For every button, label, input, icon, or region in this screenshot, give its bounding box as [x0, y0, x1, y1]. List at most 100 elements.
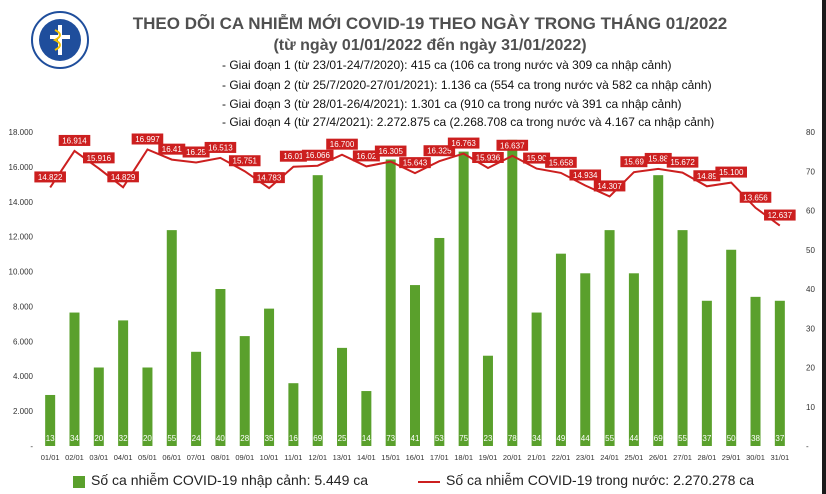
line-value-label: 16.700	[326, 138, 358, 150]
bar	[93, 367, 104, 446]
line-value-label-text: 15.936	[476, 154, 501, 163]
legend: Số ca nhiễm COVID-19 nhập cảnh: 5.449 ca…	[0, 468, 826, 494]
bar	[239, 336, 250, 446]
x-axis-tick-label: 06/01	[162, 453, 181, 462]
line-value-label-text: 14.89	[697, 172, 718, 181]
bar	[434, 237, 445, 446]
line-value-label: 15.643	[399, 157, 431, 169]
x-axis-tick-label: 05/01	[138, 453, 157, 462]
bar	[312, 175, 323, 447]
period-4-summary: - Giai đoạn 4 (từ 27/4/2021): 2.272.875 …	[222, 115, 715, 129]
line-value-label-text: 15.90	[527, 154, 548, 163]
bar-value-label: 55	[167, 434, 176, 443]
line-value-label-box	[644, 152, 672, 164]
bar	[385, 159, 396, 446]
bar-value-label: 38	[751, 434, 760, 443]
line-value-label-box	[352, 150, 380, 162]
legend-line-swatch	[418, 481, 440, 483]
chart-subtitle: (từ ngày 01/01/2022 đến ngày 31/01/2022)	[273, 37, 587, 54]
line-value-label: 15.936	[472, 152, 504, 164]
line-value-label-text: 14.783	[257, 174, 282, 183]
bar	[45, 394, 56, 446]
line-value-label: 16.02	[352, 150, 380, 162]
line-value-label-box	[279, 150, 307, 162]
line-value-label: 16.41	[158, 143, 186, 155]
x-axis-tick-label: 25/01	[625, 453, 644, 462]
line-value-label: 16.513	[204, 141, 237, 153]
bar	[69, 312, 80, 446]
bar-value-label: 78	[508, 434, 517, 443]
right-axis-tick-label: 80	[806, 128, 815, 137]
line-value-label: 15.916	[83, 152, 115, 164]
line-value-label-text: 16.25	[186, 148, 207, 157]
bar-value-label: 40	[216, 434, 225, 443]
line-value-label-text: 16.637	[500, 141, 525, 150]
bar	[288, 383, 299, 446]
line-value-label: 14.829	[107, 171, 139, 183]
line-value-label-box	[204, 141, 237, 153]
bar	[191, 351, 202, 446]
bar	[507, 139, 518, 446]
line-value-label-box	[301, 149, 334, 161]
line-value-label-text: 14.829	[111, 173, 136, 182]
bar-value-label: 53	[435, 434, 444, 443]
bar-value-label: 44	[629, 434, 638, 443]
bar	[604, 230, 615, 446]
x-axis-tick-label: 20/01	[503, 453, 522, 462]
bar-value-label: 55	[605, 434, 614, 443]
line-value-label-box	[693, 170, 721, 182]
bar	[580, 273, 591, 446]
line-value-label-box	[569, 169, 602, 181]
x-axis-tick-label: 16/01	[406, 453, 425, 462]
bar	[482, 355, 493, 446]
line-value-label: 16.637	[496, 139, 529, 151]
line-value-label-box	[593, 180, 626, 192]
left-axis-tick-label: 12.000	[9, 233, 34, 242]
frame-edge	[822, 0, 826, 494]
line-value-label-text: 15.658	[549, 158, 574, 167]
line-value-label-text: 16.41	[162, 145, 183, 154]
line-value-label-text: 16.914	[62, 136, 87, 145]
bar	[726, 249, 737, 446]
line-value-label: 12.637	[764, 209, 796, 221]
left-axis-tick-label: 4.000	[13, 372, 34, 381]
legend-line-label: Số ca nhiễm COVID-19 trong nước: 2.270.2…	[446, 472, 755, 488]
line-value-label: 16.325	[423, 145, 456, 157]
line-value-label: 16.01	[279, 150, 307, 162]
bar-value-label: 37	[702, 434, 711, 443]
x-axis-tick-label: 24/01	[600, 453, 619, 462]
line-value-label-box	[374, 145, 407, 157]
right-axis-tick-label: 30	[806, 324, 815, 333]
bar-value-label: 49	[556, 434, 565, 443]
bar-value-label: 24	[192, 434, 201, 443]
line-value-label-text: 14.934	[573, 171, 598, 180]
bar-value-label: 14	[362, 434, 371, 443]
right-axis-tick-label: -	[806, 442, 809, 451]
right-axis-tick-label: 70	[806, 167, 815, 176]
right-axis-tick-label: 40	[806, 285, 815, 294]
x-axis-tick-label: 10/01	[260, 453, 279, 462]
bar-value-label: 28	[240, 434, 249, 443]
x-axis-tick-label: 08/01	[211, 453, 230, 462]
line-value-label-text: 15.672	[670, 158, 695, 167]
x-axis-tick-label: 02/01	[65, 453, 84, 462]
x-axis-tick-label: 09/01	[235, 453, 254, 462]
period-1-summary: - Giai đoạn 1 (từ 23/01-24/7/2020): 415 …	[222, 58, 672, 72]
left-axis-tick-label: 2.000	[13, 407, 34, 416]
bar-value-label: 13	[46, 434, 55, 443]
left-axis-tick-label: 14.000	[9, 198, 34, 207]
bar-value-label: 23	[484, 434, 493, 443]
legend-bar-label: Số ca nhiễm COVID-19 nhập cảnh: 5.449 ca	[91, 472, 369, 488]
bar-value-label: 35	[265, 434, 274, 443]
line-value-label-text: 13.656	[743, 193, 768, 202]
bar-value-label: 69	[313, 434, 322, 443]
line-value-label-text: 15.916	[87, 154, 112, 163]
line-value-label-text: 12.637	[768, 211, 793, 220]
left-axis-tick-label: 8.000	[13, 302, 34, 311]
line-value-label-box	[158, 143, 186, 155]
x-axis-tick-label: 15/01	[381, 453, 400, 462]
line-value-label-box	[620, 156, 648, 168]
line-value-label-box	[447, 137, 480, 149]
bar-value-label: 69	[654, 434, 663, 443]
line-value-label: 13.656	[739, 191, 772, 203]
